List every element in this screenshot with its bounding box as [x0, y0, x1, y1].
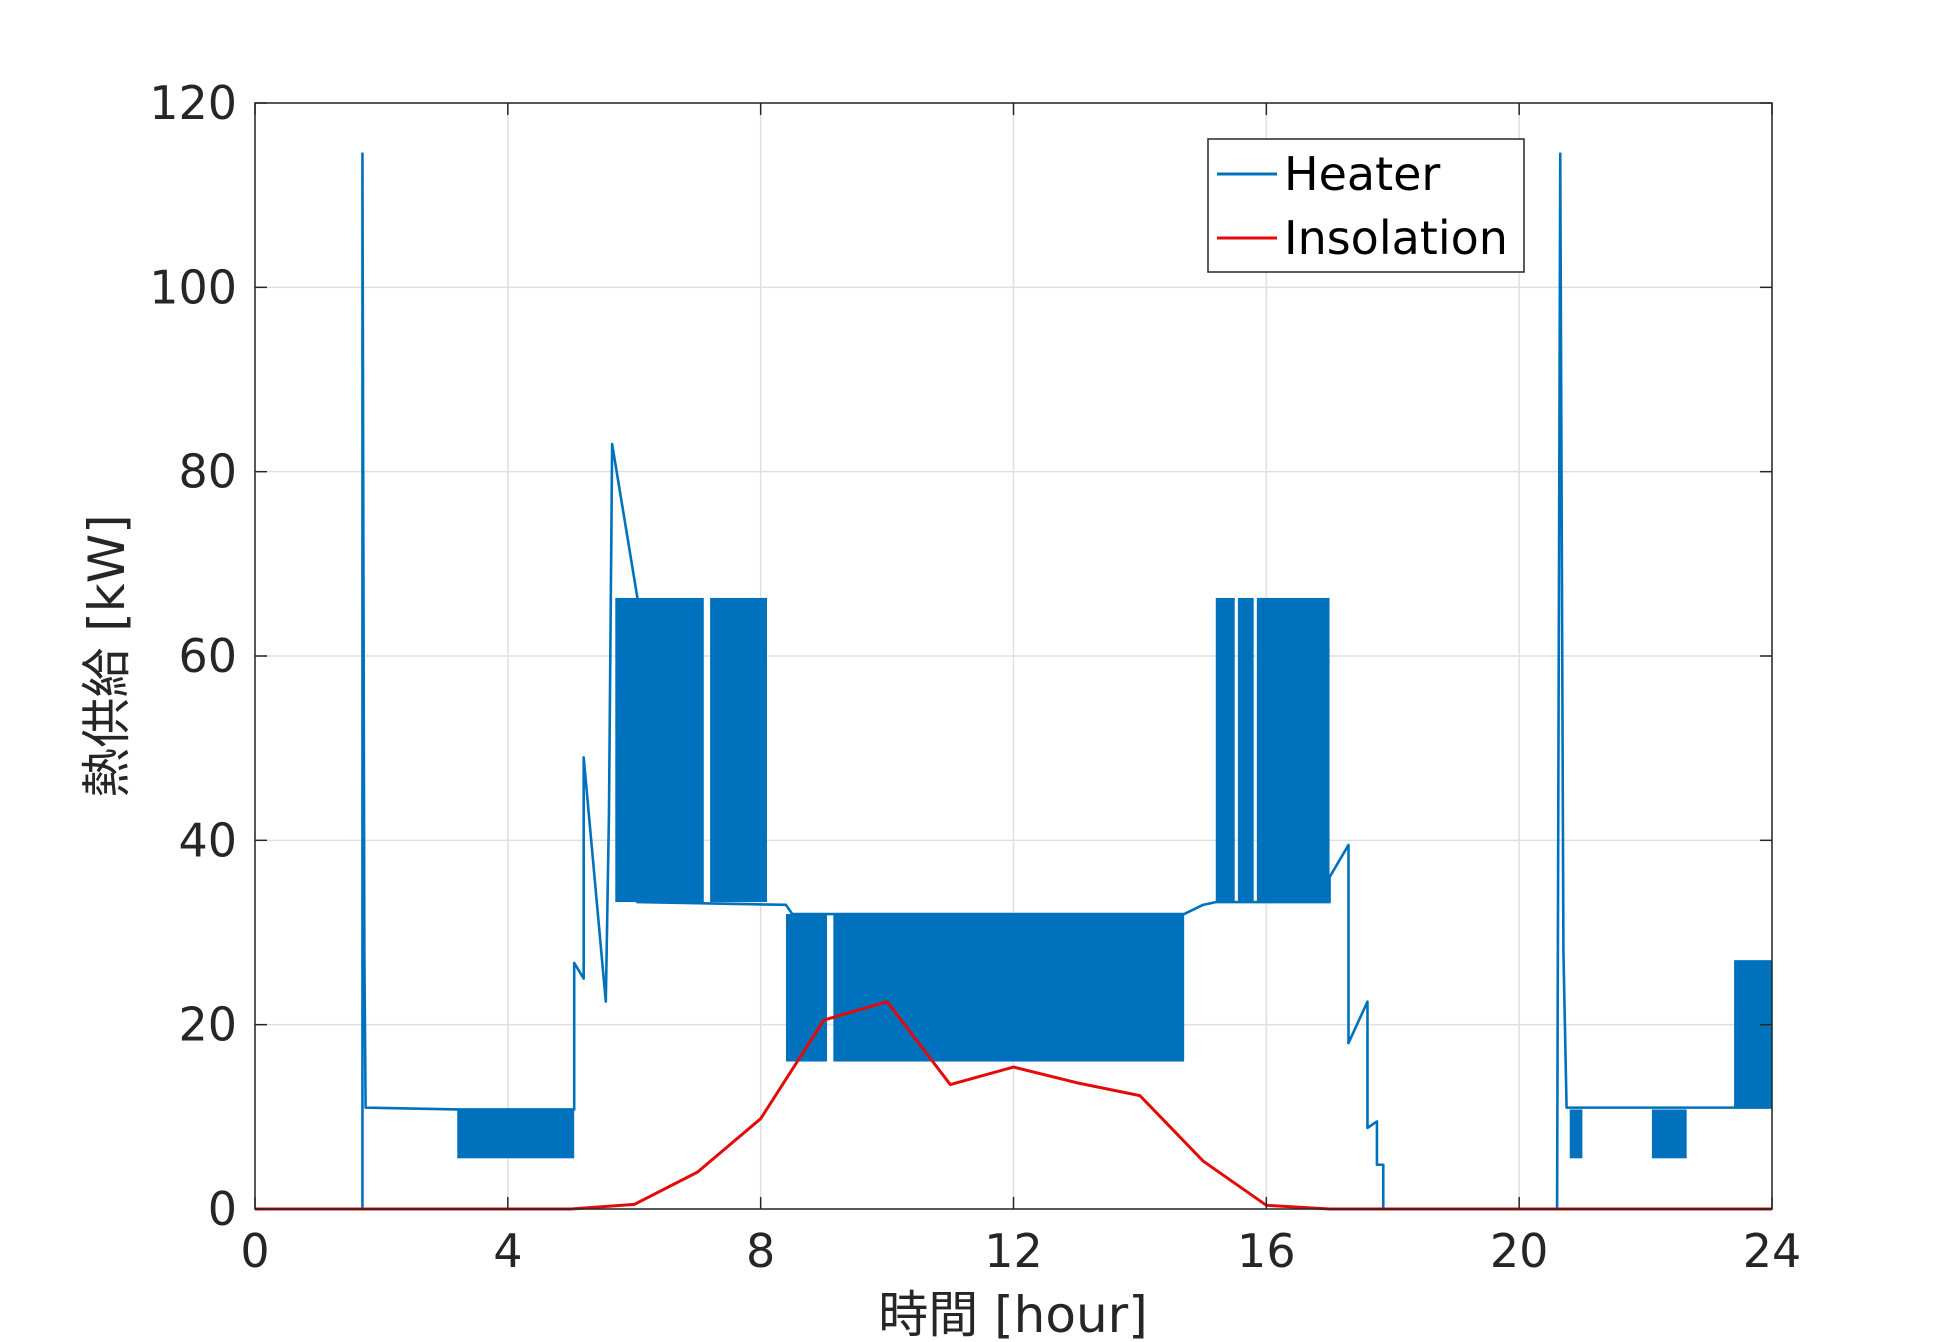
y-tick-label: 60	[178, 629, 237, 683]
x-tick-label: 4	[493, 1224, 522, 1278]
heater-oscillation-band	[457, 1109, 575, 1159]
y-tick-label: 0	[208, 1182, 237, 1236]
heater-oscillation-band	[1256, 597, 1330, 903]
y-tick-label: 120	[149, 76, 237, 130]
heater-oscillation-band	[1651, 1109, 1687, 1159]
series-line-insolation	[255, 1000, 1772, 1211]
legend-box	[1207, 138, 1525, 273]
y-tick-label: 20	[178, 998, 237, 1052]
heater-oscillation-band	[710, 597, 767, 903]
y-tick-label: 40	[178, 813, 237, 867]
ticks	[254, 102, 1773, 1210]
x-axis-title: 時間 [hour]	[878, 1286, 1147, 1342]
y-tick-label: 80	[178, 445, 237, 499]
y-axis-title: 熱供給 [kW]	[78, 514, 136, 797]
x-tick-label: 0	[240, 1224, 269, 1278]
heater-oscillation-band	[1215, 597, 1235, 903]
legend: Heater Insolation	[1207, 138, 1525, 273]
legend-label-insolation: Insolation	[1284, 211, 1508, 265]
heater-band-layer	[457, 597, 1772, 1159]
x-tick-label: 8	[746, 1224, 775, 1278]
heater-oscillation-band	[833, 914, 1185, 1062]
x-tick-label: 16	[1237, 1224, 1296, 1278]
x-tick-label: 20	[1490, 1224, 1549, 1278]
x-tick-labels: 0 4 8 12 16 20 24	[240, 1224, 1801, 1278]
x-tick-label: 12	[984, 1224, 1043, 1278]
y-tick-label: 100	[149, 260, 237, 314]
heater-oscillation-band	[1237, 597, 1254, 903]
heater-oscillation-band	[785, 914, 828, 1062]
heater-oscillation-band	[1569, 1109, 1583, 1159]
heater-oscillation-band	[615, 597, 704, 903]
x-tick-label: 24	[1743, 1224, 1802, 1278]
heater-oscillation-band	[1734, 960, 1772, 1108]
y-tick-labels: 0 20 40 60 80 100 120	[149, 76, 237, 1236]
legend-label-heater: Heater	[1284, 147, 1440, 201]
